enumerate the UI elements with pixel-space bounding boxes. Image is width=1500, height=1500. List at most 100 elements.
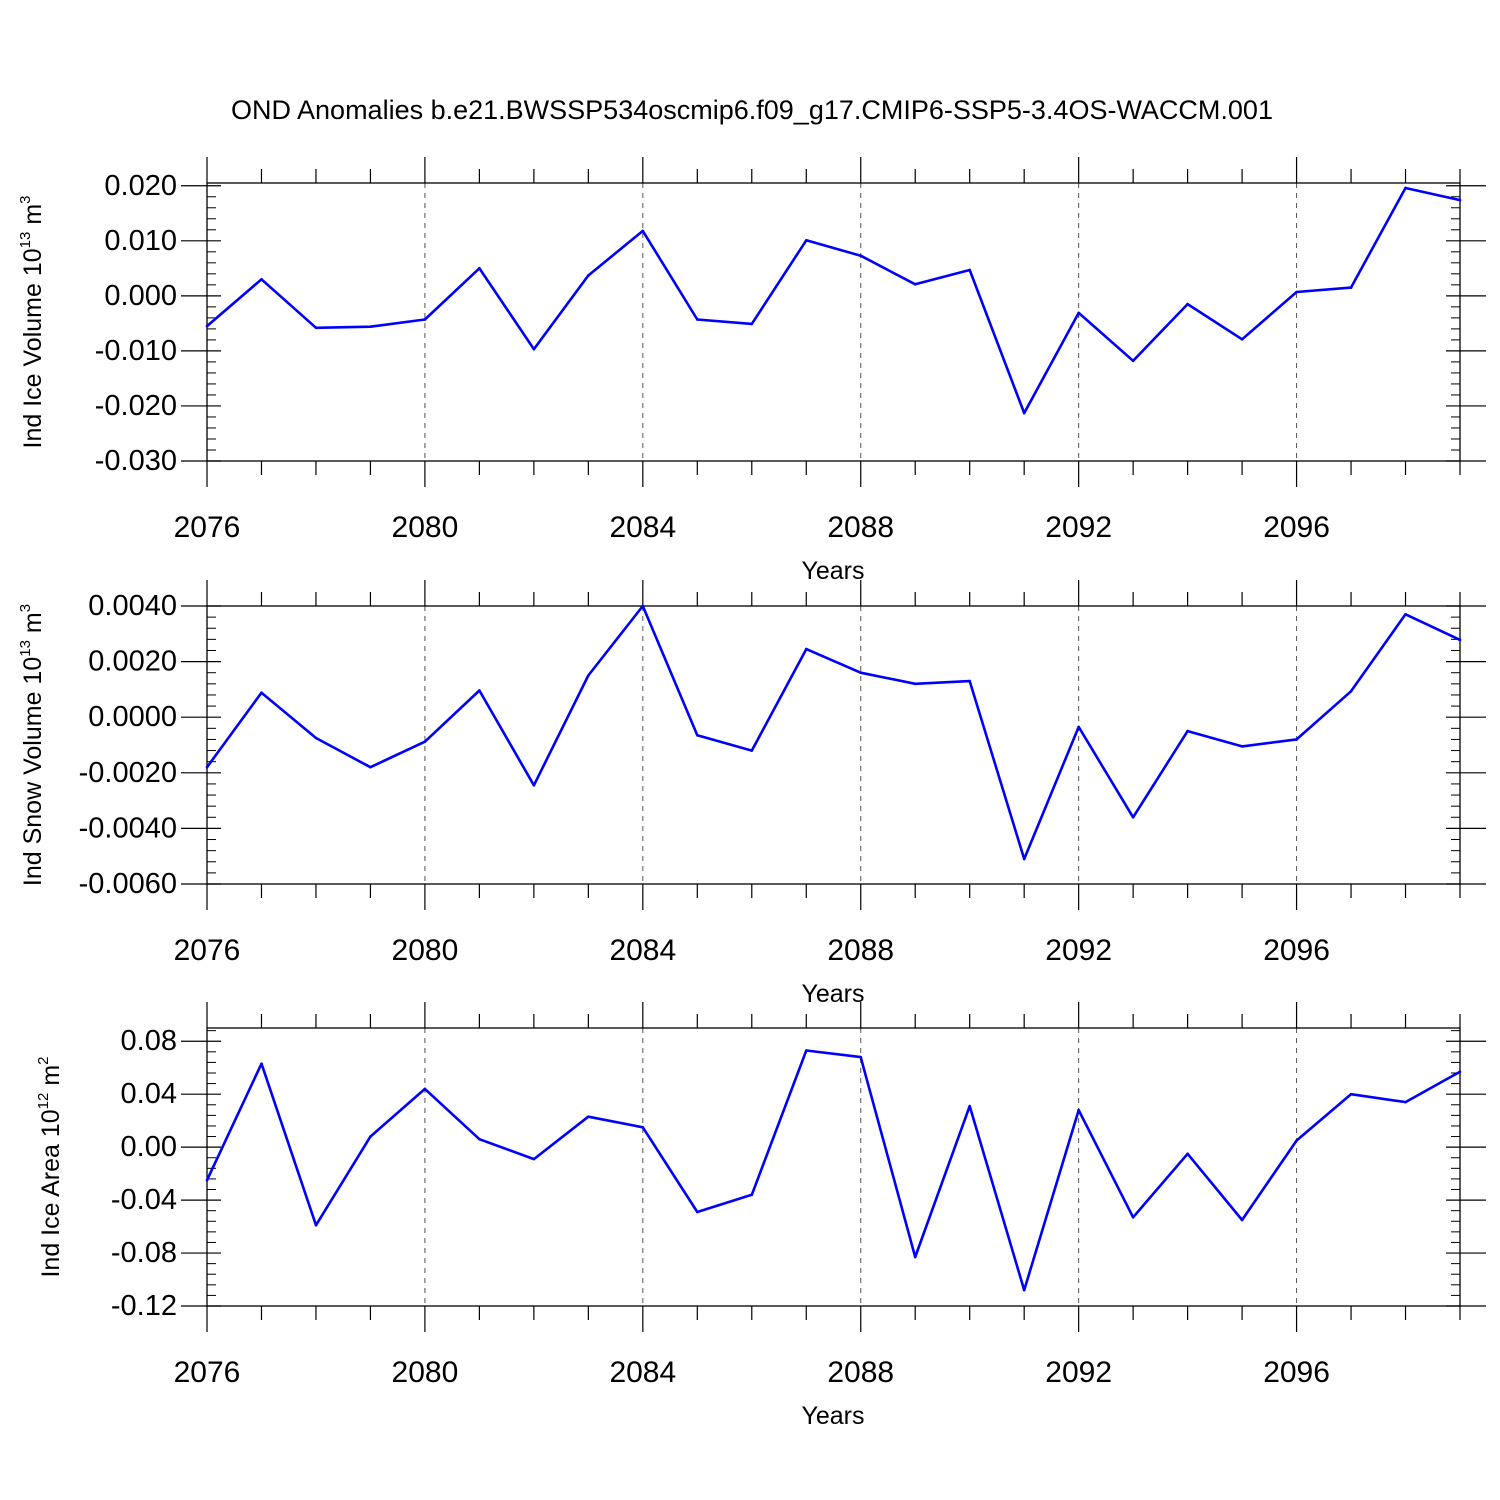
- y-axis-label-main: Ind Ice Volume 10: [19, 248, 47, 448]
- series-line: [205, 1049, 1461, 1292]
- y-tick-label: -0.030: [95, 445, 177, 477]
- data-point: [968, 679, 971, 683]
- x-axis-label: Years: [801, 1402, 864, 1430]
- data-point: [641, 604, 645, 608]
- plot-frame: [206, 182, 1461, 462]
- y-axis-label-exponent: 13: [17, 232, 34, 249]
- data-point: [1240, 1218, 1244, 1222]
- data-point: [859, 254, 863, 257]
- data-point: [641, 229, 645, 233]
- data-point: [369, 1135, 372, 1138]
- y-tick-label: 0.0000: [88, 701, 177, 733]
- y-axis-label-main: Ind Snow Volume 10: [19, 657, 47, 886]
- x-tick-label: 2092: [1045, 934, 1112, 967]
- x-tick-label: 2080: [392, 1356, 459, 1389]
- x-tick-label: 2088: [827, 934, 894, 967]
- y-tick-label: 0.00: [121, 1131, 177, 1163]
- x-axis-label: Years: [801, 557, 864, 585]
- x-tick-label: 2076: [174, 1356, 241, 1389]
- y-tick-label: 0.020: [104, 170, 177, 202]
- y-axis-label-exponent: 12: [35, 1093, 52, 1110]
- data-point: [1131, 815, 1135, 819]
- data-point: [205, 1178, 209, 1182]
- data-point: [1404, 613, 1407, 616]
- y-axis-label-unit-exponent: 3: [17, 196, 34, 204]
- y-tick-label: 0.04: [121, 1078, 177, 1110]
- data-point: [1295, 738, 1298, 741]
- data-point: [1404, 186, 1407, 190]
- y-axis-label: Ind Snow Volume 1013 m3: [17, 604, 47, 886]
- y-axis-label-unit: m: [19, 204, 47, 225]
- y-axis-label: Ind Ice Area 1012 m2: [35, 1056, 65, 1277]
- data-point: [532, 347, 536, 351]
- data-point: [478, 267, 481, 270]
- data-point: [423, 1087, 427, 1091]
- y-axis-label-exponent: 13: [17, 640, 34, 657]
- data-point: [478, 1137, 481, 1141]
- data-point: [859, 1055, 863, 1059]
- data-point: [1404, 1100, 1407, 1104]
- data-point: [804, 238, 808, 242]
- data-point: [1240, 745, 1244, 748]
- data-point: [423, 318, 427, 321]
- chart-panels: 2076 2080 2084 2088 2092 2096 0.020 0.010 0.000 -…: [17, 157, 1486, 1430]
- x-tick-label: 2088: [827, 511, 894, 544]
- x-tick-label: 2096: [1263, 1356, 1330, 1389]
- data-point: [314, 736, 318, 740]
- y-axis-label-unit-exponent: 2: [35, 1056, 52, 1064]
- x-tick-label: 2084: [609, 511, 676, 544]
- y-tick-label: -0.020: [95, 390, 177, 422]
- data-point: [532, 784, 536, 787]
- data-point: [1295, 1139, 1298, 1142]
- data-point: [696, 318, 699, 321]
- data-point: [1349, 1092, 1353, 1096]
- y-tick-label: -0.12: [111, 1290, 177, 1322]
- x-tick-label: 2084: [609, 1356, 676, 1389]
- data-point: [369, 325, 372, 328]
- y-tick-label: -0.010: [95, 335, 177, 367]
- data-point: [1077, 311, 1080, 315]
- data-point: [1295, 290, 1298, 294]
- data-point: [587, 1115, 590, 1118]
- data-point: [913, 682, 917, 686]
- series-line: [205, 604, 1461, 861]
- y-axis-label-unit: m: [37, 1065, 65, 1086]
- chart-title: OND Anomalies b.e21.BWSSP534oscmip6.f09_…: [231, 95, 1273, 125]
- data-point: [804, 647, 808, 651]
- y-axis-label-main: Ind Ice Area 10: [37, 1109, 65, 1277]
- data-point: [1186, 1152, 1189, 1156]
- data-point: [1022, 857, 1026, 861]
- data-point: [205, 765, 209, 769]
- y-axis-label-unit-exponent: 3: [17, 604, 34, 612]
- y-tick-label: -0.04: [111, 1184, 177, 1216]
- x-tick-label: 2084: [609, 934, 676, 967]
- data-point: [1131, 1216, 1135, 1219]
- data-point: [1458, 638, 1462, 642]
- y-tick-label: -0.0040: [79, 812, 177, 844]
- data-point: [260, 1062, 263, 1066]
- y-tick-label: -0.0060: [79, 868, 177, 900]
- data-point: [913, 1255, 917, 1259]
- x-tick-label: 2088: [827, 1356, 894, 1389]
- y-tick-label: 0.0040: [88, 590, 177, 622]
- y-tick-label: -0.08: [111, 1237, 177, 1269]
- data-point: [696, 1210, 699, 1214]
- data-point: [314, 326, 318, 330]
- data-point: [1022, 411, 1026, 415]
- data-point: [968, 268, 971, 272]
- panel-3: 2076 2080 2084 2088 2092 2096 0.08 0.04 0.00 -0.0…: [35, 1002, 1486, 1430]
- data-point: [804, 1049, 808, 1052]
- y-tick-label: 0.000: [104, 280, 177, 312]
- data-point: [260, 691, 263, 695]
- series-line: [206, 186, 1461, 415]
- x-tick-label: 2080: [392, 511, 459, 544]
- x-tick-label: 2076: [174, 934, 241, 967]
- data-point: [1186, 302, 1189, 306]
- data-point: [1349, 286, 1353, 289]
- data-point: [1349, 690, 1353, 693]
- x-tick-label: 2092: [1045, 1356, 1112, 1389]
- data-point: [423, 740, 427, 743]
- x-tick-label: 2080: [392, 934, 459, 967]
- x-tick-label: 2076: [174, 511, 241, 544]
- data-point: [205, 324, 209, 328]
